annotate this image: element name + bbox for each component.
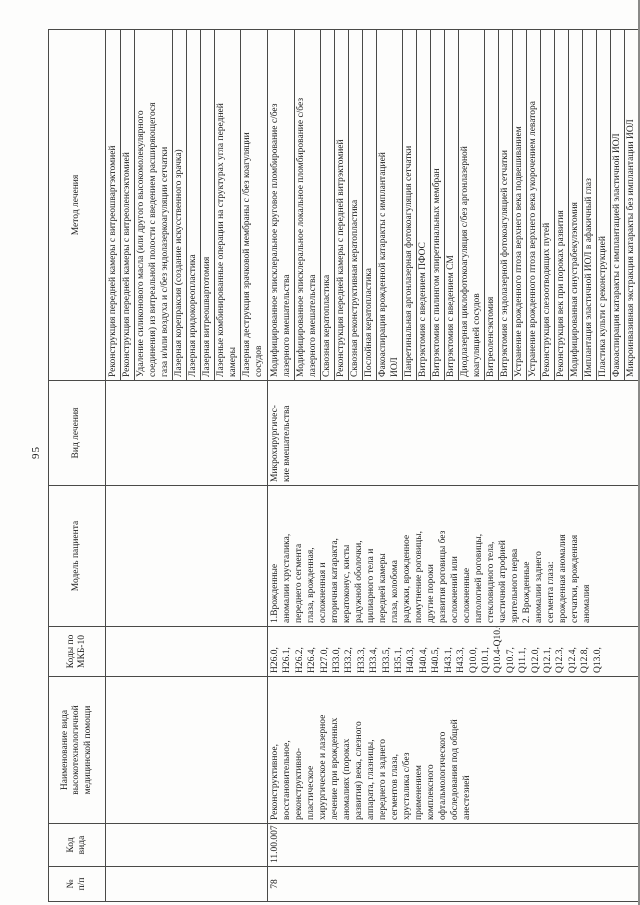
cell-methods: Модифицированное эписклеральное круговое…	[267, 29, 640, 381]
method-item: Витрэктомия с введением СМ	[445, 30, 459, 380]
icd-code: Н33.5,	[381, 647, 392, 673]
method-item: Сквозная реконструктивная кератопластика	[349, 30, 363, 380]
icd-code-list: Н26.0, Н26.1, Н26.2, Н26.4, Н27.0, Н33.0, Н33.…	[269, 626, 604, 674]
method-item: Модифицированное эписклеральное круговое…	[269, 30, 295, 380]
icd-code: Q12.1,	[542, 647, 553, 673]
method-item: Лазерные комбинированные операции на стр…	[215, 30, 241, 380]
icd-code: Н26.4,	[307, 647, 318, 673]
icd-code: Q13.0,	[592, 647, 603, 673]
icd-code: Н40.4,	[418, 647, 429, 673]
method-item: Лазерная иридокореопластика	[187, 30, 201, 380]
cell-care-name: Реконструктивное, восстановительное, рек…	[267, 676, 640, 824]
empty-cell-num	[105, 866, 268, 902]
empty-cell-treatment-kind	[105, 380, 268, 486]
method-list-continued: Реконструкция передней камеры с витреошв…	[107, 30, 266, 380]
method-item: Лазерная витреошвартотомия	[201, 30, 215, 380]
method-item: Устранение врожденного птоза верхнего ве…	[513, 30, 527, 380]
icd-code: Н43.3,	[456, 647, 467, 673]
data-row-78: 78 11.00.007 Реконструктивное, восстанов…	[267, 29, 640, 902]
col-header-name: Наименование вида высокотехнологичной ме…	[48, 676, 106, 824]
cell-row-number: 78	[267, 866, 640, 902]
icd-code: Н33.0,	[332, 647, 343, 673]
cell-methods-continued: Реконструкция передней камеры с витреошв…	[105, 29, 268, 381]
icd-code: Q12.4,	[567, 647, 578, 673]
method-item: Панретинальная аргонлазерная фотокоагуля…	[403, 30, 417, 380]
method-item: Модифицированное эписклеральное локально…	[295, 30, 321, 380]
icd-code: Н40.3,	[406, 647, 417, 673]
icd-code: Н26.0,	[270, 647, 280, 673]
method-item: Факоаспирация врожденной катаракты с имп…	[377, 30, 403, 380]
method-item: Имплантация эластичной ИОЛ в афакичный г…	[583, 30, 597, 380]
method-item: Реконструкция слезоотводящих путей	[541, 30, 555, 380]
icd-code: Q10.1,	[480, 647, 491, 673]
icd-code: Н43.1,	[443, 647, 454, 673]
method-item: Реконструкция передней камеры с витреоле…	[121, 30, 135, 380]
method-item: Витрэктомия с пилингом эпиретинальных ме…	[431, 30, 445, 380]
icd-code: Н40.5,	[431, 647, 442, 673]
method-item: Устранение врожденного птоза верхнего ве…	[527, 30, 541, 380]
cell-treatment-kind: Микрохирургичес- кие вмешательства	[267, 380, 640, 486]
method-item: Витреоленсэктомия	[485, 30, 499, 380]
icd-code: Н26.1,	[282, 647, 293, 673]
icd-code: Q10.7,	[505, 647, 516, 673]
method-list: Модифицированное эписклеральное круговое…	[269, 30, 638, 380]
col-header-code: Код вида	[48, 823, 106, 867]
icd-code: Н26.2,	[294, 647, 305, 673]
icd-code: Q12.8,	[580, 647, 591, 673]
icd-code: Q12.0,	[530, 647, 541, 673]
empty-cell-model	[105, 485, 268, 627]
method-item: Витрэктомия с эндолазерной фотокоагуляци…	[499, 30, 513, 380]
vmp-table: № п/п Код вида Наименование вида высокот…	[48, 29, 640, 902]
method-item: Факоаспирация катаракты с имплантацией э…	[611, 30, 625, 380]
method-item: Диодлазерная циклофотокоагуляция с/без а…	[459, 30, 485, 380]
table-header-row: № п/п Код вида Наименование вида высокот…	[48, 29, 106, 902]
empty-cell-name	[105, 676, 268, 824]
method-item: Сквозная кератопластика	[321, 30, 335, 380]
icd-code: Q11.1,	[518, 647, 529, 673]
col-header-model: Модель пациента	[48, 485, 106, 627]
method-item: Пластика культи с реконструкцией	[597, 30, 611, 380]
method-item: Модифицированная синустрабекулэктомия	[569, 30, 583, 380]
method-item: Реконструкция век при пороках развития	[555, 30, 569, 380]
icd-code: Н33.2,	[344, 647, 355, 673]
col-header-icd: Коды по МКБ-10	[48, 626, 106, 677]
empty-cell-code	[105, 823, 268, 867]
col-header-num: № п/п	[48, 866, 106, 902]
col-header-treatment-method: Метод лечения	[48, 29, 106, 381]
icd-code: Q12.3,	[555, 647, 566, 673]
method-item: Лазерная корепраксия (создание искусстве…	[173, 30, 187, 380]
method-item: Микроинвазивная экстракция катаракты без…	[626, 119, 636, 377]
cell-icd-codes: Н26.0, Н26.1, Н26.2, Н26.4, Н27.0, Н33.0, Н33.…	[267, 626, 640, 677]
col-header-treatment-kind: Вид лечения	[48, 380, 106, 486]
method-item: Витрэктомия с введением ПФОС	[417, 30, 431, 380]
method-item: Реконструкция передней камеры с передней…	[335, 30, 349, 380]
method-item: Лазерная деструкция зрачковой мембраны с…	[242, 132, 264, 377]
cell-patient-model: 1.Врожденные аномалии хрусталика, передн…	[267, 485, 640, 627]
empty-cell-icd	[105, 626, 268, 677]
icd-code: Н35.1,	[394, 647, 405, 673]
method-item: Удаление силиконового масла (или другого…	[135, 30, 173, 380]
icd-code: Н33.4,	[369, 647, 380, 673]
method-item: Реконструкция передней камеры с витреошв…	[107, 30, 121, 380]
icd-code: Q10.4-Q10.6,	[493, 626, 504, 674]
method-item: Послойная кератопластика	[363, 30, 377, 380]
page-number: 95	[30, 446, 42, 459]
icd-code: Н33.3,	[356, 647, 367, 673]
icd-code: Q10.0,	[468, 647, 479, 673]
continued-row: Реконструкция передней камеры с витреошв…	[105, 29, 268, 902]
cell-care-code: 11.00.007	[267, 823, 640, 867]
icd-code: Н27.0,	[319, 647, 330, 673]
